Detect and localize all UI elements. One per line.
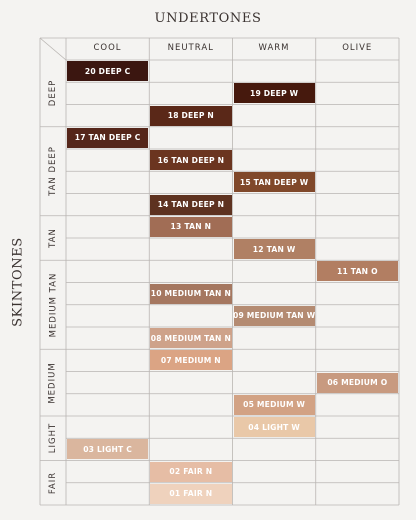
shade-swatch: 11 TAN O: [316, 261, 398, 282]
group-label-fair: FAIR: [48, 471, 58, 494]
group-label-light: LIGHT: [48, 423, 59, 454]
shade-swatch: 18 DEEP N: [150, 105, 232, 126]
column-header-cool: COOL: [93, 43, 122, 53]
shade-swatch: 07 MEDIUM N: [150, 350, 232, 371]
shade-swatch: 10 MEDIUM TAN N: [150, 283, 232, 304]
shade-swatch: 06 MEDIUM O: [316, 372, 398, 393]
shade-swatch: 17 TAN DEEP C: [67, 127, 149, 148]
group-label-deep: DEEP: [48, 80, 59, 107]
shade-swatch: 01 FAIR N: [150, 483, 232, 504]
column-header-neutral: NEUTRAL: [167, 43, 214, 53]
shade-swatch: 19 DEEP W: [233, 83, 315, 104]
shade-swatch: 16 TAN DEEP N: [150, 150, 232, 171]
group-label-medium: MEDIUM: [48, 361, 58, 404]
shade-swatch: 04 LIGHT W: [233, 417, 315, 438]
chart-title: UNDERTONES: [154, 11, 262, 26]
shade-swatch: 14 TAN DEEP N: [150, 194, 232, 215]
shade-swatch: 15 TAN DEEP W: [233, 172, 315, 193]
shade-swatch: 09 MEDIUM TAN W: [233, 305, 315, 326]
shade-swatch: 12 TAN W: [233, 239, 315, 260]
shade-swatch: 03 LIGHT C: [67, 439, 149, 460]
header-diagonal: [39, 37, 67, 61]
shade-swatch: 05 MEDIUM W: [233, 394, 315, 415]
shade-swatch: 02 FAIR N: [150, 461, 232, 482]
shade-swatch: 13 TAN N: [150, 216, 232, 237]
group-label-tan-deep: TAN DEEP: [48, 146, 59, 197]
group-label-medium-tan: MEDIUM TAN: [48, 272, 58, 338]
column-header-olive: OLIVE: [342, 43, 373, 53]
group-label-tan: TAN: [48, 228, 58, 248]
shade-swatch: 20 DEEP C: [67, 61, 149, 82]
shade-swatch: 08 MEDIUM TAN N: [150, 328, 232, 349]
column-header-warm: WARM: [258, 43, 290, 53]
